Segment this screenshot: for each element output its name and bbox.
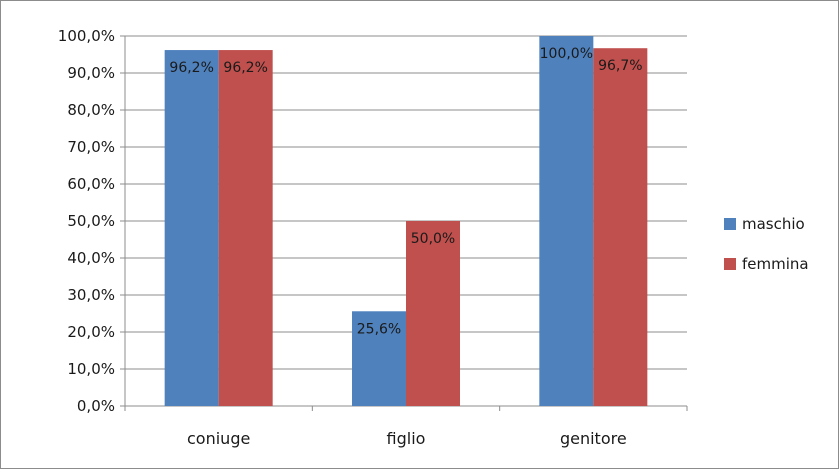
data-label: 96,2% — [169, 60, 213, 76]
y-tick-label: 100,0% — [58, 27, 115, 45]
x-category-label: coniuge — [187, 429, 250, 448]
legend-swatch-femmina — [724, 258, 736, 270]
data-label: 50,0% — [411, 231, 455, 247]
y-tick-label: 30,0% — [67, 286, 115, 304]
y-tick-label: 80,0% — [67, 101, 115, 119]
bar-maschio-coniuge — [164, 50, 219, 407]
data-label: 100,0% — [540, 46, 593, 62]
y-tick-label: 50,0% — [67, 212, 115, 230]
y-tick-label: 60,0% — [67, 175, 115, 193]
data-label: 25,6% — [357, 321, 401, 337]
legend-swatch-maschio — [724, 218, 736, 230]
data-label: 96,2% — [223, 60, 267, 76]
x-category-label: genitore — [560, 429, 627, 448]
y-tick-label: 10,0% — [67, 360, 115, 378]
bar-maschio-genitore — [539, 36, 594, 406]
y-tick-label: 20,0% — [67, 323, 115, 341]
bar-femmina-genitore — [593, 48, 648, 407]
bar-femmina-coniuge — [218, 50, 273, 407]
data-label: 96,7% — [598, 58, 642, 74]
legend-label-maschio: maschio — [742, 215, 805, 233]
legend-label-femmina: femmina — [742, 255, 809, 273]
bar-maschio-figlio — [352, 311, 406, 406]
y-tick-label: 90,0% — [67, 64, 115, 82]
x-category-label: figlio — [387, 429, 426, 448]
bar-femmina-figlio — [406, 221, 460, 406]
y-tick-label: 70,0% — [67, 138, 115, 156]
y-tick-label: 0,0% — [77, 397, 115, 415]
y-tick-label: 40,0% — [67, 249, 115, 267]
